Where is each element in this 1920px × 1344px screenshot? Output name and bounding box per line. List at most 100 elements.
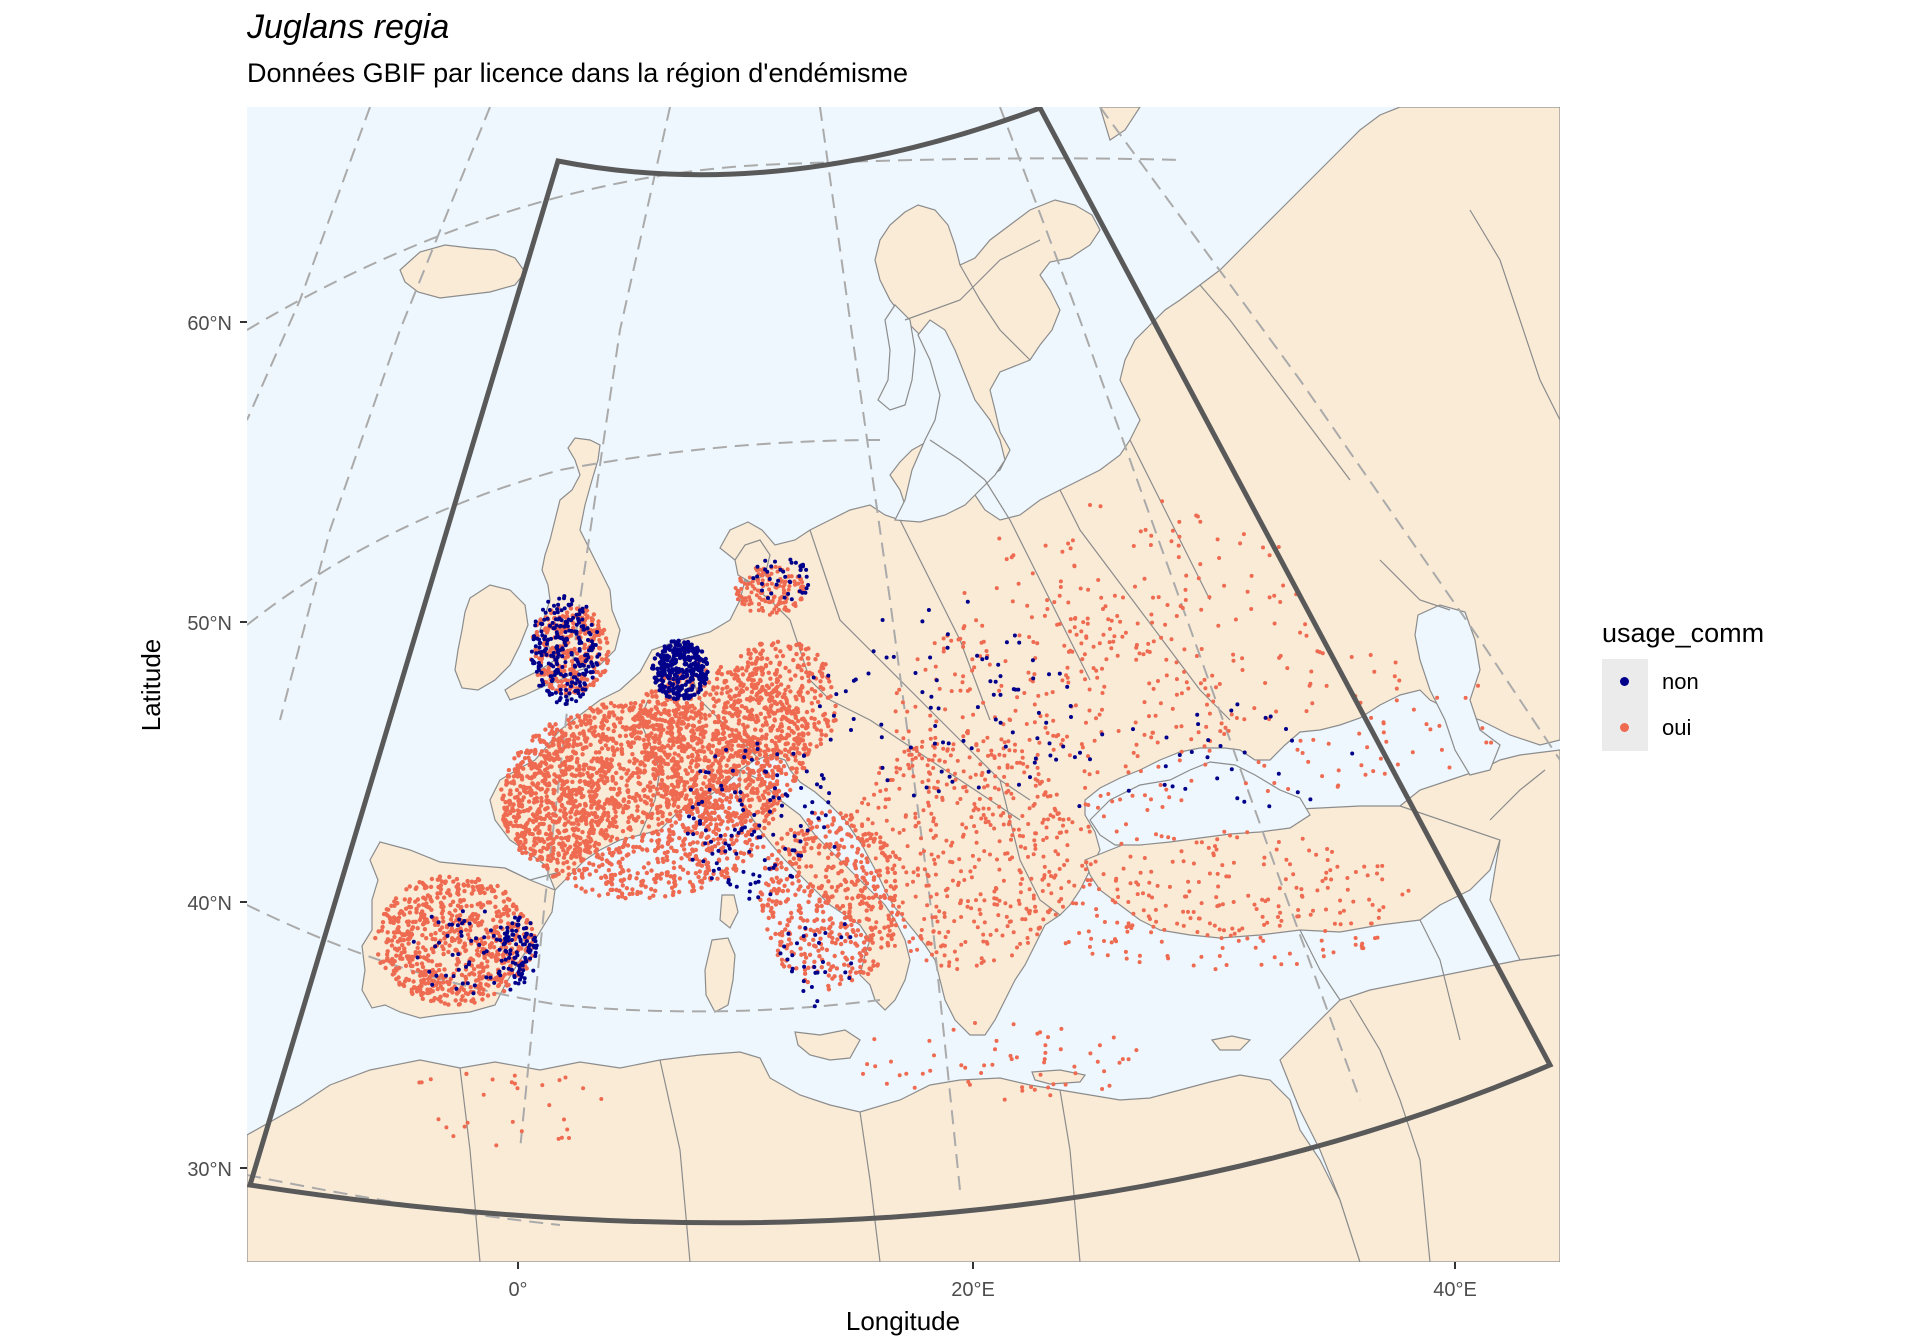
occurrence-point: [886, 916, 892, 921]
occurrence-point: [931, 816, 936, 821]
graticule-meridian-west: [247, 107, 371, 421]
occurrence-point: [755, 681, 761, 686]
occurrence-point: [789, 766, 794, 771]
occurrence-point: [535, 672, 540, 677]
occurrence-point: [456, 959, 461, 965]
occurrence-point: [532, 771, 537, 776]
occurrence-point: [760, 648, 765, 653]
occurrence-point: [760, 656, 765, 661]
occurrence-point: [800, 765, 805, 771]
occurrence-point: [785, 831, 790, 836]
occurrence-point: [677, 765, 682, 770]
occurrence-point: [623, 836, 628, 842]
occurrence-point: [410, 963, 415, 969]
occurrence-point: [829, 728, 834, 733]
occurrence-point: [450, 936, 455, 941]
occurrence-point: [774, 756, 780, 761]
occurrence-point: [748, 598, 753, 603]
occurrence-point: [841, 860, 846, 865]
occurrence-point: [433, 931, 438, 936]
occurrence-point: [654, 722, 659, 728]
occurrence-point: [714, 732, 720, 737]
occurrence-point: [607, 850, 613, 856]
occurrence-point: [659, 778, 665, 783]
occurrence-point: [873, 892, 879, 898]
occurrence-point: [758, 783, 763, 788]
occurrence-point: [674, 736, 680, 741]
occurrence-point: [555, 860, 560, 865]
occurrence-point: [679, 756, 684, 761]
occurrence-point: [505, 896, 511, 902]
occurrence-point: [823, 834, 828, 839]
occurrence-point: [913, 824, 918, 829]
occurrence-point: [475, 964, 481, 969]
occurrence-point: [414, 961, 420, 967]
occurrence-point: [720, 726, 726, 731]
occurrence-point: [864, 856, 869, 861]
occurrence-point: [835, 884, 841, 889]
occurrence-point: [728, 688, 733, 693]
occurrence-point: [911, 936, 915, 941]
occurrence-point: [716, 841, 721, 846]
occurrence-point: [892, 863, 897, 868]
occurrence-point: [783, 579, 788, 584]
occurrence-point: [781, 964, 787, 969]
occurrence-point: [682, 787, 687, 792]
occurrence-point: [632, 731, 637, 736]
occurrence-point: [667, 737, 673, 742]
occurrence-point: [572, 861, 577, 866]
occurrence-point: [665, 775, 671, 780]
occurrence-point: [749, 590, 754, 595]
occurrence-point: [771, 914, 776, 919]
occurrence-point: [892, 943, 897, 948]
occurrence-point: [731, 705, 736, 710]
occurrence-point: [623, 896, 628, 901]
occurrence-point: [511, 774, 517, 779]
occurrence-point: [700, 812, 706, 818]
occurrence-point: [826, 879, 831, 884]
occurrence-point: [1059, 886, 1064, 891]
occurrence-point: [661, 794, 666, 799]
occurrence-point: [667, 827, 672, 832]
occurrence-point: [401, 983, 407, 989]
occurrence-point: [786, 725, 792, 731]
occurrence-point: [514, 787, 520, 793]
occurrence-point: [555, 679, 561, 684]
occurrence-point: [506, 971, 512, 976]
occurrence-point: [607, 824, 612, 829]
occurrence-point: [409, 989, 414, 995]
occurrence-point: [392, 946, 398, 951]
occurrence-point: [786, 587, 791, 592]
occurrence-point: [1020, 917, 1025, 922]
occurrence-point: [685, 780, 690, 785]
occurrence-point: [480, 965, 485, 970]
occurrence-point: [712, 817, 718, 822]
occurrence-point: [764, 773, 769, 779]
occurrence-point: [978, 762, 983, 767]
occurrence-point: [651, 759, 656, 765]
occurrence-point: [779, 600, 784, 605]
occurrence-point: [408, 935, 413, 940]
occurrence-point: [441, 895, 447, 900]
occurrence-point: [551, 736, 556, 741]
occurrence-point: [808, 742, 813, 747]
occurrence-point: [516, 944, 521, 950]
occurrence-point: [758, 697, 763, 702]
occurrence-point: [990, 812, 995, 817]
occurrence-point: [713, 826, 719, 831]
occurrence-point: [799, 597, 804, 602]
occurrence-point: [662, 710, 667, 715]
occurrence-point: [691, 840, 696, 845]
occurrence-point: [972, 824, 977, 829]
occurrence-point: [866, 903, 872, 909]
occurrence-point: [641, 788, 646, 793]
occurrence-point: [753, 649, 758, 654]
occurrence-point: [690, 768, 695, 774]
occurrence-point: [453, 908, 458, 913]
occurrence-point: [671, 790, 676, 795]
occurrence-point: [760, 723, 766, 728]
occurrence-point: [797, 925, 802, 930]
occurrence-point: [614, 770, 619, 776]
occurrence-point: [698, 738, 703, 743]
occurrence-point: [732, 694, 737, 699]
